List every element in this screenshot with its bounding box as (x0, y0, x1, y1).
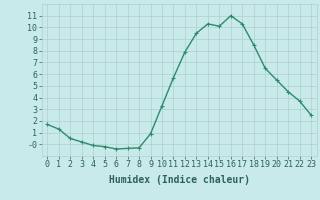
X-axis label: Humidex (Indice chaleur): Humidex (Indice chaleur) (109, 175, 250, 185)
